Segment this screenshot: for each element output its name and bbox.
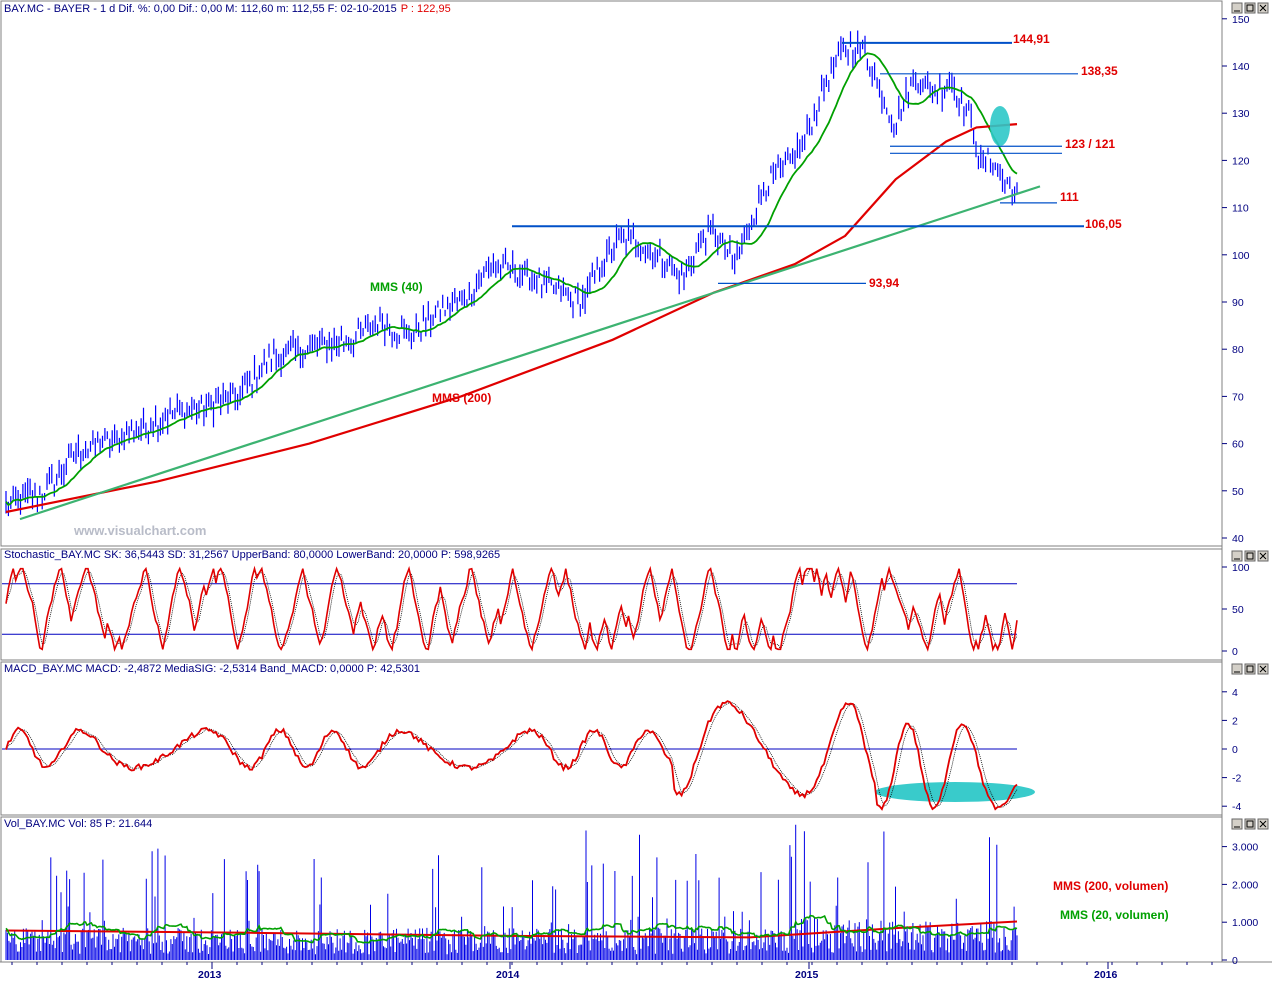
maximize-icon (1246, 665, 1254, 673)
macd-signal-series (5, 701, 1018, 808)
y-tick-label: 90 (1232, 297, 1244, 309)
price-title-main: BAY.MC - BAYER - 1 d Dif. %: 0,00 Dif.: … (4, 3, 397, 15)
stoch-panel (0, 548, 1223, 661)
price-window-buttons[interactable] (1231, 2, 1269, 14)
minimize-button[interactable] (1231, 818, 1243, 830)
y-tick-label: 0 (1232, 955, 1238, 967)
price-title: BAY.MC - BAYER - 1 d Dif. %: 0,00 Dif.: … (4, 3, 451, 15)
stoch-title: Stochastic_BAY.MC SK: 36,5443 SD: 31,256… (4, 549, 500, 561)
macd-plot (2, 700, 1035, 811)
y-tick-label: 0 (1232, 744, 1238, 756)
y-tick-label: 140 (1232, 61, 1250, 73)
close-icon (1259, 665, 1267, 673)
stoch-sk-series (5, 565, 1018, 652)
y-tick-label: 60 (1232, 439, 1244, 451)
y-tick-label: 70 (1232, 391, 1244, 403)
minimize-button[interactable] (1231, 663, 1243, 675)
vol-mms20-label: MMS (20, volumen) (1060, 908, 1169, 922)
y-tick-label: 50 (1232, 604, 1244, 616)
level-label: 111 (1060, 190, 1079, 204)
x-tick-label: 2015 (795, 969, 819, 981)
mms40-label: MMS (40) (370, 280, 423, 294)
y-tick-label: 50 (1232, 486, 1244, 498)
x-tick-label: 2016 (1094, 969, 1118, 981)
macd-title: MACD_BAY.MC MACD: -2,4872 MediaSIG: -2,5… (4, 663, 420, 675)
y-tick-label: 110 (1232, 203, 1249, 215)
close-icon (1259, 4, 1267, 12)
y-tick-label: -2 (1232, 773, 1241, 785)
y-tick-label: 40 (1232, 533, 1244, 545)
level-label: 138,35 (1081, 64, 1118, 78)
x-tick-label: 2014 (496, 969, 520, 981)
stoch-window-buttons[interactable] (1231, 550, 1269, 562)
minimize-button[interactable] (1231, 550, 1243, 562)
y-tick-label: 4 (1232, 687, 1238, 699)
price-plot (5, 30, 1084, 521)
vol-mms20-series (5, 914, 1018, 944)
macd-panel (0, 661, 1223, 816)
macd-window-buttons[interactable] (1231, 663, 1269, 675)
close-icon (1259, 820, 1267, 828)
y-tick-label: 80 (1232, 344, 1244, 356)
trend-line (19, 185, 1041, 521)
maximize-button[interactable] (1244, 2, 1256, 14)
maximize-icon (1246, 552, 1254, 560)
close-icon (1259, 552, 1267, 560)
vol-plot (5, 824, 1018, 960)
y-tick-label: 1.000 (1232, 917, 1258, 929)
y-tick-label: -4 (1232, 801, 1241, 813)
macd-series (5, 700, 1018, 811)
highlight-ellipse (990, 106, 1010, 146)
y-tick-label: 100 (1232, 250, 1250, 262)
y-tick-label: 100 (1232, 562, 1250, 574)
maximize-button[interactable] (1244, 818, 1256, 830)
y-tick-label: 2 (1232, 715, 1238, 727)
level-label: 123 / 121 (1065, 137, 1115, 151)
maximize-button[interactable] (1244, 550, 1256, 562)
y-tick-label: 0 (1232, 646, 1238, 658)
axes: 405060708090100110120130140150050100-4-2… (11, 14, 1258, 969)
mms200-series (5, 123, 1018, 514)
mms40-series (5, 52, 1018, 507)
vol-mms200-series (5, 920, 1018, 939)
volume-bars (5, 824, 1018, 960)
y-tick-label: 3.000 (1232, 842, 1258, 854)
y-tick-label: 120 (1232, 155, 1250, 167)
maximize-button[interactable] (1244, 663, 1256, 675)
maximize-icon (1246, 4, 1254, 12)
y-tick-label: 2.000 (1232, 879, 1258, 891)
price-title-last: P : 122,95 (401, 3, 451, 15)
watermark: www.visualchart.com (73, 523, 206, 538)
y-tick-label: 130 (1232, 108, 1250, 120)
vol-window-buttons[interactable] (1231, 818, 1269, 830)
price-panel (0, 0, 1223, 547)
mms200-label: MMS (200) (432, 391, 491, 405)
highlight-ellipse (875, 782, 1035, 802)
y-tick-label: 150 (1232, 14, 1250, 26)
minimize-button[interactable] (1231, 2, 1243, 14)
level-label: 106,05 (1085, 217, 1122, 231)
x-tick-label: 2013 (198, 969, 222, 981)
vol-title: Vol_BAY.MC Vol: 85 P: 21.644 (4, 818, 152, 830)
level-label: 93,94 (869, 276, 899, 290)
vol-mms200-label: MMS (200, volumen) (1053, 879, 1168, 893)
stoch-plot (2, 565, 1018, 652)
maximize-icon (1246, 820, 1254, 828)
level-label: 144,91 (1013, 32, 1050, 46)
